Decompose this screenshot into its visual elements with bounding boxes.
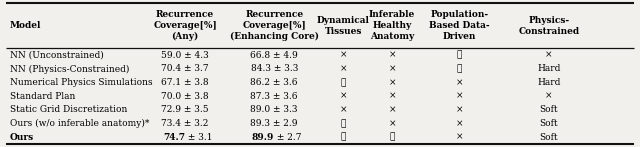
Text: ×: × [456, 92, 463, 101]
Text: Ours (w/o inferable anatomy)*: Ours (w/o inferable anatomy)* [10, 119, 149, 128]
Text: Model: Model [10, 21, 41, 30]
Text: Hard: Hard [537, 64, 561, 74]
Text: ×: × [388, 119, 396, 128]
Text: ×: × [339, 105, 347, 114]
Text: 72.9 ± 3.5: 72.9 ± 3.5 [161, 105, 209, 114]
Text: Soft: Soft [540, 105, 558, 114]
Text: 73.4 ± 3.2: 73.4 ± 3.2 [161, 119, 209, 128]
Text: ± 3.1: ± 3.1 [185, 133, 212, 142]
Text: ✓: ✓ [456, 64, 462, 74]
Text: ✓: ✓ [340, 78, 346, 87]
Text: 70.0 ± 3.8: 70.0 ± 3.8 [161, 92, 209, 101]
Text: ×: × [388, 105, 396, 114]
Text: Population-
Based Data-
Driven: Population- Based Data- Driven [429, 10, 490, 41]
Text: ×: × [388, 92, 396, 101]
Text: ✓: ✓ [340, 119, 346, 128]
Text: 86.2 ± 3.6: 86.2 ± 3.6 [250, 78, 298, 87]
Text: Physics-
Constrained: Physics- Constrained [518, 16, 579, 36]
Text: Hard: Hard [537, 78, 561, 87]
Text: Standard Plan: Standard Plan [10, 92, 75, 101]
Text: ✓: ✓ [390, 133, 395, 142]
Text: 84.3 ± 3.3: 84.3 ± 3.3 [250, 64, 298, 74]
Text: 70.4 ± 3.7: 70.4 ± 3.7 [161, 64, 209, 74]
Text: ×: × [456, 133, 463, 142]
Text: Recurrence
Coverage[%]
(Enhancing Core): Recurrence Coverage[%] (Enhancing Core) [230, 10, 319, 41]
Text: ×: × [545, 51, 553, 60]
Text: ✓: ✓ [456, 51, 462, 60]
Text: ×: × [456, 78, 463, 87]
Text: ± 2.7: ± 2.7 [274, 133, 301, 142]
Text: 59.0 ± 4.3: 59.0 ± 4.3 [161, 51, 209, 60]
Text: ×: × [388, 51, 396, 60]
Text: NN (Physics-Constrained): NN (Physics-Constrained) [10, 64, 129, 74]
Text: ×: × [388, 78, 396, 87]
Text: 89.9: 89.9 [252, 133, 274, 142]
Text: 89.3 ± 2.9: 89.3 ± 2.9 [250, 119, 298, 128]
Text: Ours: Ours [10, 133, 34, 142]
Text: Soft: Soft [540, 133, 558, 142]
Text: Dynamical
Tissues: Dynamical Tissues [317, 16, 370, 36]
Text: ×: × [456, 119, 463, 128]
Text: 87.3 ± 3.6: 87.3 ± 3.6 [250, 92, 298, 101]
Text: Recurrence
Coverage[%]
(Any): Recurrence Coverage[%] (Any) [153, 10, 217, 41]
Text: Inferable
Healthy
Anatomy: Inferable Healthy Anatomy [369, 10, 415, 41]
Text: ×: × [339, 92, 347, 101]
Text: Numerical Physics Simulations: Numerical Physics Simulations [10, 78, 152, 87]
Text: ×: × [339, 51, 347, 60]
Text: ×: × [388, 64, 396, 74]
Text: Soft: Soft [540, 119, 558, 128]
Text: NN (Unconstrained): NN (Unconstrained) [10, 51, 103, 60]
Text: ✓: ✓ [340, 133, 346, 142]
Text: ×: × [545, 92, 553, 101]
Text: 89.0 ± 3.3: 89.0 ± 3.3 [250, 105, 298, 114]
Text: ×: × [456, 105, 463, 114]
Text: 66.8 ± 4.9: 66.8 ± 4.9 [250, 51, 298, 60]
Text: ×: × [339, 64, 347, 74]
Text: 74.7: 74.7 [163, 133, 185, 142]
Text: 67.1 ± 3.8: 67.1 ± 3.8 [161, 78, 209, 87]
Text: Static Grid Discretization: Static Grid Discretization [10, 105, 127, 114]
